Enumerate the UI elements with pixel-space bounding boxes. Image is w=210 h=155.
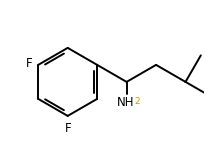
Text: 2: 2 (135, 97, 140, 106)
Text: F: F (26, 57, 33, 70)
Text: F: F (64, 122, 71, 135)
Text: NH: NH (117, 96, 134, 109)
